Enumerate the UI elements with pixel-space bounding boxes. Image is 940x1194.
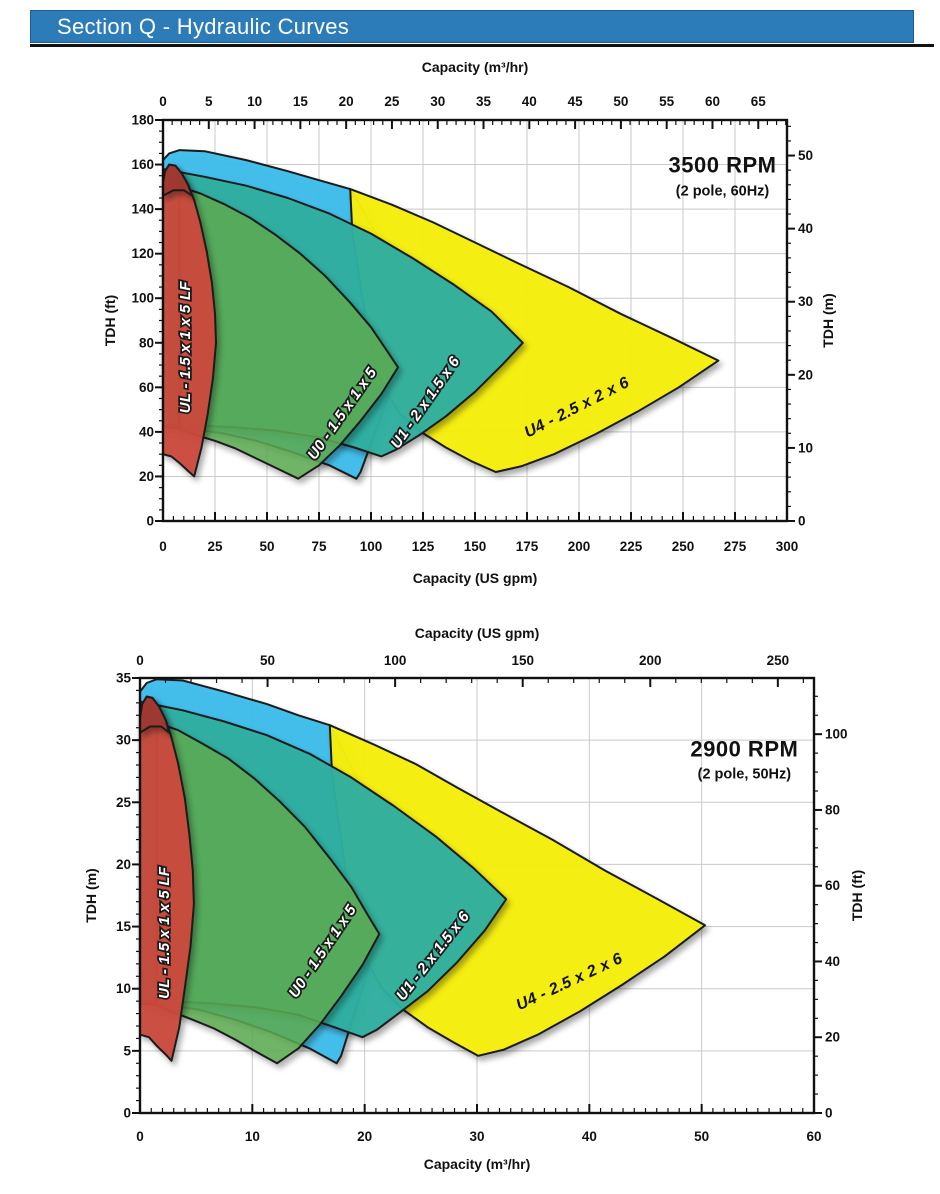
bottom-axis-title: Capacity (m³/hr): [424, 1156, 531, 1172]
svg-text:0: 0: [159, 94, 167, 109]
svg-text:150: 150: [464, 539, 487, 554]
rpm-sub-label: (2 pole, 60Hz): [676, 183, 770, 199]
svg-text:20: 20: [825, 1030, 840, 1045]
svg-text:35: 35: [116, 671, 132, 686]
svg-text:40: 40: [798, 221, 813, 236]
svg-text:275: 275: [724, 539, 747, 554]
hydraulic-chart-2900rpm-svg: U4 - 2.5 x 2 x 6U1 - 2 x 1.5 x 6U0 - 1.5…: [83, 625, 865, 1172]
svg-text:175: 175: [516, 539, 539, 554]
svg-text:40: 40: [139, 424, 154, 439]
svg-text:250: 250: [767, 653, 790, 668]
region-U0: [155, 721, 381, 1065]
svg-text:20: 20: [139, 469, 154, 484]
svg-text:60: 60: [825, 878, 840, 893]
right-axis-title: TDH (m): [820, 293, 836, 347]
svg-text:120: 120: [131, 246, 154, 261]
svg-text:10: 10: [798, 440, 813, 455]
svg-text:10: 10: [247, 94, 262, 109]
svg-text:0: 0: [123, 1106, 131, 1121]
hydraulic-chart-3500rpm-svg: U4 - 2.5 x 2 x 6U1 - 2 x 1.5 x 6U0 - 1.5…: [102, 59, 836, 586]
left-axis-title: TDH (ft): [102, 295, 118, 346]
svg-text:50: 50: [613, 94, 628, 109]
svg-text:25: 25: [116, 795, 132, 810]
svg-text:0: 0: [825, 1106, 833, 1121]
page-title: Section Q - Hydraulic Curves: [57, 14, 350, 39]
svg-text:50: 50: [798, 148, 813, 163]
svg-text:40: 40: [522, 94, 537, 109]
svg-text:20: 20: [798, 367, 813, 382]
svg-text:30: 30: [116, 733, 131, 748]
svg-text:5: 5: [205, 94, 213, 109]
svg-text:30: 30: [798, 294, 813, 309]
svg-text:0: 0: [136, 653, 144, 668]
svg-text:50: 50: [694, 1129, 709, 1144]
rpm-label: 2900 RPM: [690, 736, 798, 761]
svg-text:40: 40: [582, 1129, 597, 1144]
svg-text:0: 0: [159, 539, 167, 554]
svg-text:80: 80: [825, 802, 840, 817]
svg-text:40: 40: [825, 954, 840, 969]
left-axis-title: TDH (m): [83, 868, 99, 922]
svg-text:30: 30: [430, 94, 445, 109]
header-underline: [30, 44, 934, 47]
svg-text:25: 25: [384, 94, 400, 109]
svg-text:300: 300: [776, 539, 799, 554]
svg-text:5: 5: [123, 1043, 131, 1058]
svg-text:80: 80: [139, 335, 154, 350]
tick-labels: 0 10 20 30 40 50 600 50 100 150 200 250051015202530…: [116, 653, 848, 1144]
svg-text:150: 150: [511, 653, 534, 668]
svg-text:225: 225: [620, 539, 643, 554]
svg-text:180: 180: [131, 113, 154, 128]
svg-text:100: 100: [131, 291, 154, 306]
bottom-axis-title: Capacity (US gpm): [413, 570, 537, 586]
svg-text:45: 45: [568, 94, 584, 109]
svg-text:60: 60: [139, 380, 154, 395]
region-label-UL: UL - 1.5 x 1 x 5 LF: [177, 281, 194, 414]
region-label-UL: UL - 1.5 x 1 x 5 LF: [156, 866, 173, 999]
svg-text:50: 50: [260, 653, 275, 668]
svg-text:50: 50: [259, 539, 274, 554]
svg-text:0: 0: [798, 514, 806, 529]
hydraulic-chart-3500rpm: U4 - 2.5 x 2 x 6 U1 - 2 x 1.5 x 6 U0 - 1.5…: [83, 50, 865, 587]
svg-text:35: 35: [476, 94, 492, 109]
svg-text:200: 200: [639, 653, 662, 668]
svg-text:200: 200: [568, 539, 591, 554]
svg-text:0: 0: [146, 514, 154, 529]
rpm-label: 3500 RPM: [669, 152, 777, 177]
hydraulic-chart-2900rpm: U4 - 2.5 x 2 x 6 U1 - 2 x 1.5 x 6 U0 - 1.5…: [78, 620, 886, 1179]
svg-text:10: 10: [245, 1129, 260, 1144]
right-axis-title: TDH (ft): [849, 870, 865, 921]
region-UL-cap: [139, 695, 171, 734]
svg-text:30: 30: [469, 1129, 484, 1144]
svg-text:10: 10: [116, 981, 131, 996]
top-axis-title: Capacity (m³/hr): [422, 59, 529, 75]
svg-text:25: 25: [207, 539, 223, 554]
svg-text:60: 60: [806, 1129, 821, 1144]
svg-text:15: 15: [293, 94, 309, 109]
svg-text:125: 125: [412, 539, 435, 554]
svg-text:250: 250: [672, 539, 695, 554]
rpm-sub-label: (2 pole, 50Hz): [698, 766, 792, 782]
axis-ticks: [132, 677, 822, 1114]
svg-text:55: 55: [659, 94, 675, 109]
svg-text:160: 160: [131, 157, 154, 172]
section-header-bar: Section Q - Hydraulic Curves: [30, 10, 914, 43]
svg-text:140: 140: [131, 202, 154, 217]
top-axis-title: Capacity (US gpm): [415, 625, 539, 641]
svg-text:65: 65: [751, 94, 767, 109]
svg-text:20: 20: [339, 94, 354, 109]
svg-text:100: 100: [360, 539, 383, 554]
region-UL-cap: [162, 163, 194, 197]
svg-text:15: 15: [116, 919, 132, 934]
svg-text:0: 0: [136, 1129, 144, 1144]
svg-text:75: 75: [311, 539, 327, 554]
svg-text:20: 20: [357, 1129, 372, 1144]
svg-text:20: 20: [116, 857, 131, 872]
region-U0: [178, 185, 399, 480]
axis-ticks: [155, 119, 795, 522]
svg-text:100: 100: [825, 727, 848, 742]
svg-text:60: 60: [705, 94, 720, 109]
svg-text:100: 100: [384, 653, 407, 668]
